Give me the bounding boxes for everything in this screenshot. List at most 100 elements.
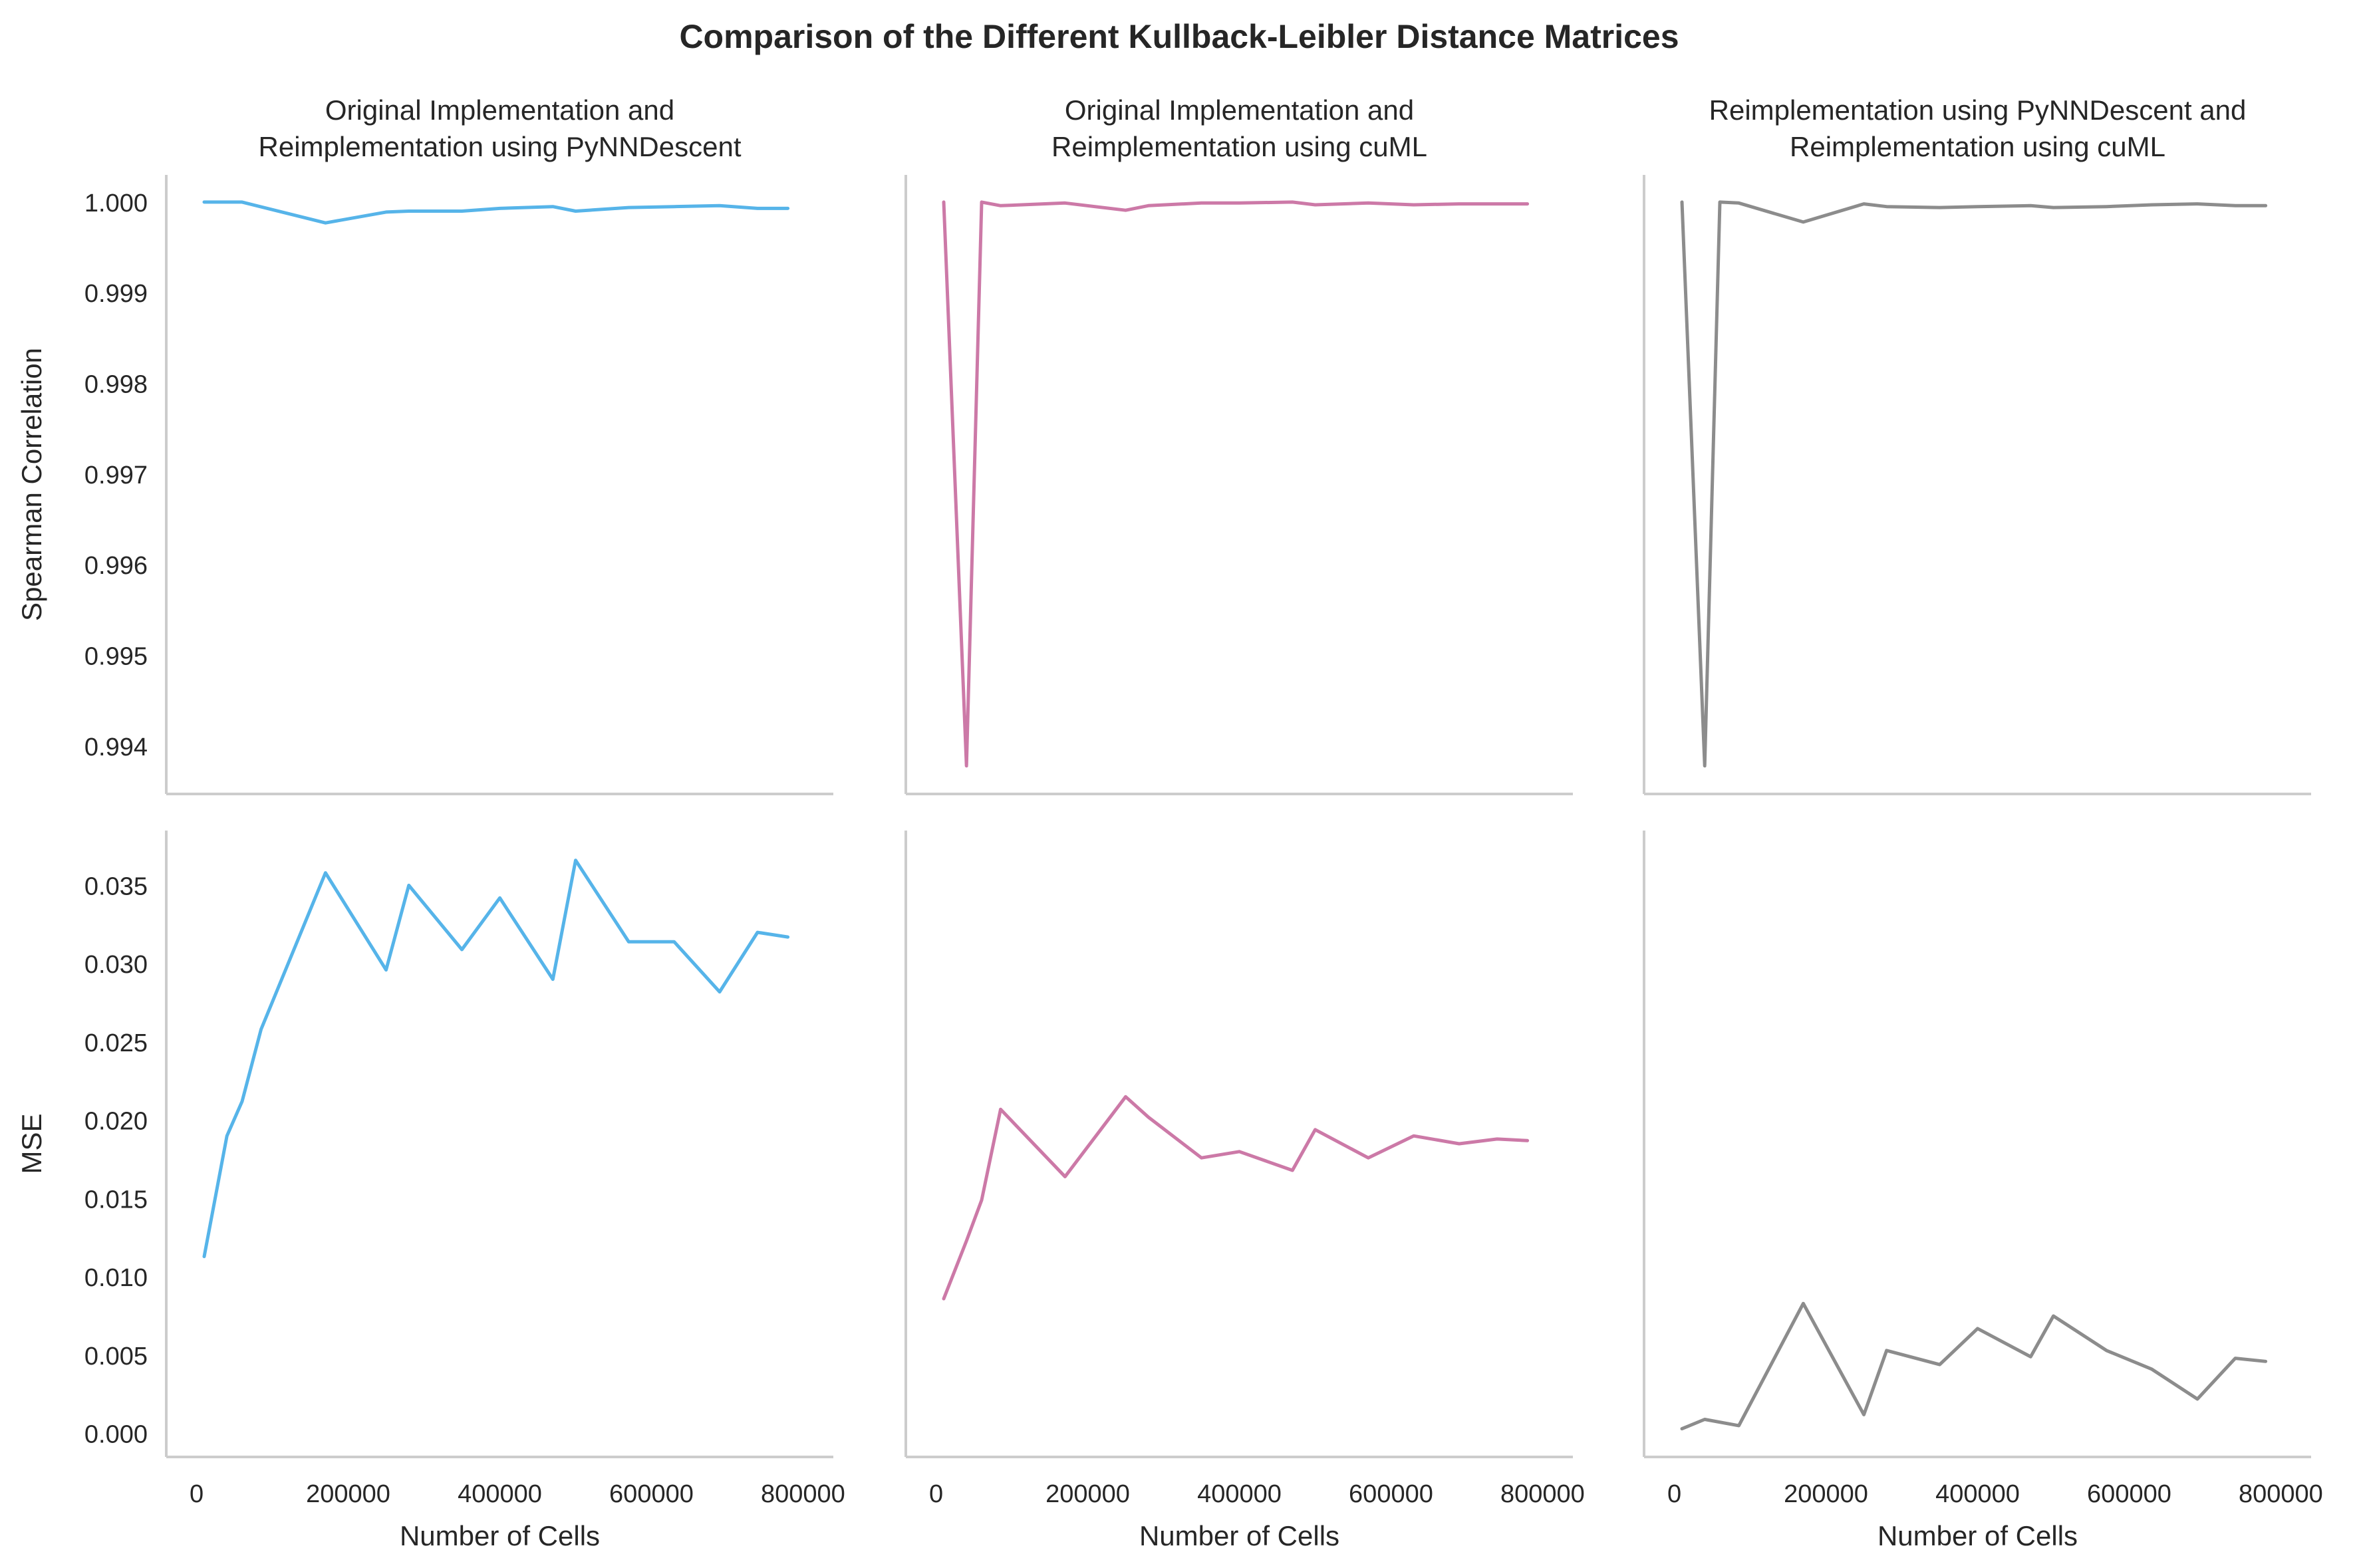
data-point	[2051, 1314, 2055, 1318]
data-point	[964, 1239, 968, 1243]
data-point	[1976, 205, 1980, 209]
data-point	[1862, 202, 1866, 206]
data-point	[551, 978, 555, 981]
y-tick-label: 0.035	[84, 872, 148, 900]
data-point	[460, 948, 464, 952]
data-point	[756, 930, 760, 934]
panel-title-line: Original Implementation and	[325, 94, 674, 126]
x-tick-label: 600000	[1349, 1480, 1433, 1508]
data-point	[1290, 1168, 1294, 1172]
y-tick-label: 0.025	[84, 1029, 148, 1057]
y-tick-label: 0.030	[84, 951, 148, 979]
data-point	[498, 896, 502, 900]
data-point	[964, 764, 968, 768]
data-point	[323, 871, 327, 875]
data-point	[259, 1027, 263, 1031]
data-point	[240, 200, 244, 204]
panel-title: Original Implementation and Reimplementat…	[259, 94, 742, 162]
data-point	[1938, 1363, 1942, 1367]
series-line	[202, 858, 790, 1259]
data-point	[1885, 1349, 1889, 1353]
data-point	[1736, 201, 1740, 205]
data-point	[756, 206, 760, 210]
x-tick-label: 0	[1667, 1480, 1681, 1508]
data-point	[498, 206, 502, 210]
y-tick-label: 0.996	[84, 552, 148, 580]
data-point	[384, 210, 388, 214]
y-axis-label: Spearman Correlation	[16, 348, 47, 621]
data-point	[626, 940, 630, 944]
data-point	[998, 1107, 1002, 1111]
data-point	[1412, 1134, 1416, 1138]
panel-title: Reimplementation using PyNNDescent and Re…	[1709, 94, 2247, 162]
data-point	[1200, 201, 1204, 205]
panel-bottom-right: 0 200000 400000 600000 800000 Number of Cells	[1643, 831, 2323, 1551]
data-point	[1680, 1427, 1684, 1431]
x-tick-label: 0	[190, 1480, 204, 1508]
data-point	[2150, 203, 2154, 207]
panel-title-line: Reimplementation using cuML	[1790, 131, 2165, 162]
data-point	[1495, 202, 1499, 206]
data-point	[718, 990, 722, 994]
x-tick-label: 800000	[761, 1480, 845, 1508]
data-point	[225, 1134, 229, 1138]
data-point	[786, 935, 790, 939]
data-point	[1147, 203, 1151, 207]
x-tick-label: 0	[929, 1480, 943, 1508]
data-point	[240, 1099, 244, 1103]
data-point	[1703, 1417, 1707, 1421]
data-point	[2195, 202, 2199, 206]
data-point	[2028, 203, 2032, 207]
data-point	[1366, 1156, 1370, 1160]
data-point	[1718, 200, 1722, 204]
data-point	[2233, 203, 2237, 207]
series-line	[1680, 200, 2268, 768]
y-tick-label: 0.010	[84, 1264, 148, 1292]
data-point	[2051, 205, 2055, 209]
data-point	[1457, 202, 1461, 206]
y-tick-label: 0.999	[84, 280, 148, 308]
data-point	[1290, 200, 1294, 204]
x-tick-label: 800000	[1500, 1480, 1585, 1508]
data-point	[1366, 201, 1370, 205]
data-point	[573, 858, 577, 862]
data-point	[1526, 202, 1530, 206]
x-tick-label: 200000	[1784, 1480, 1868, 1508]
data-point	[1200, 1156, 1204, 1160]
data-point	[1238, 201, 1242, 205]
data-point	[1313, 1128, 1317, 1132]
data-point	[2104, 1349, 2108, 1353]
data-point	[2264, 1359, 2268, 1363]
data-point	[1124, 208, 1128, 212]
data-point	[1124, 1095, 1128, 1099]
data-point	[1063, 201, 1067, 205]
series-line	[942, 1095, 1530, 1301]
data-point	[551, 205, 555, 209]
y-tick-label: 0.020	[84, 1108, 148, 1136]
data-point	[942, 1297, 946, 1301]
panels: Original Implementation and Reimplementat…	[16, 94, 2323, 1551]
data-point	[573, 209, 577, 213]
data-point	[1313, 203, 1317, 207]
data-point	[1495, 1137, 1499, 1141]
x-tick-label: 400000	[1197, 1480, 1282, 1508]
data-point	[998, 203, 1002, 207]
data-point	[626, 205, 630, 209]
x-tick-label: 200000	[306, 1480, 390, 1508]
data-point	[407, 209, 411, 213]
data-point	[1526, 1138, 1530, 1142]
data-point	[980, 200, 984, 204]
y-tick-label: 1.000	[84, 190, 148, 217]
data-point	[1976, 1327, 1980, 1331]
x-tick-label: 600000	[609, 1480, 694, 1508]
panel-title-line: Reimplementation using PyNNDescent and	[1709, 94, 2247, 126]
data-point	[323, 221, 327, 225]
panel-title-line: Reimplementation using PyNNDescent	[259, 131, 742, 162]
panel-title-line: Original Implementation and	[1065, 94, 1414, 126]
data-point	[1457, 1142, 1461, 1146]
data-point	[1063, 1174, 1067, 1178]
data-point	[384, 968, 388, 972]
data-point	[2195, 1397, 2199, 1401]
x-axis-label: Number of Cells	[1139, 1520, 1339, 1551]
data-point	[672, 205, 676, 209]
